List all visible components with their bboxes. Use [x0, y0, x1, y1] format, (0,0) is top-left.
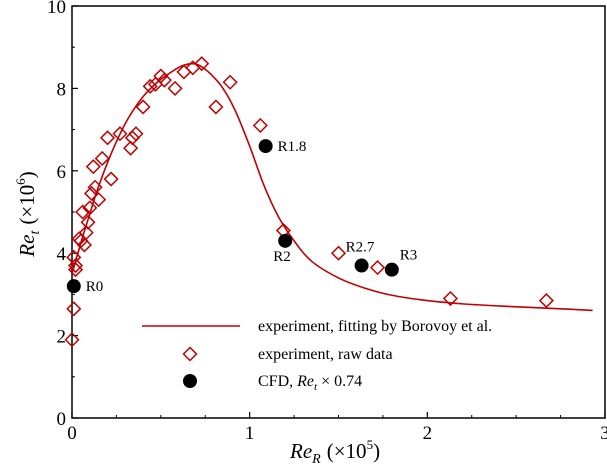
raw-data-point: [64, 332, 80, 348]
x-axis-symbol: Re: [289, 439, 312, 463]
cfd-data-layer: R0 R1.8 R2 R2.7 R3: [66, 139, 418, 295]
raw-data-point: [67, 257, 84, 274]
raw-data-point: [370, 260, 386, 276]
raw-data-point: [330, 245, 347, 261]
x-axis-close: ): [373, 439, 380, 463]
y-tick-label: 0: [57, 409, 67, 430]
legend-label-cfd: CFD, Ret × 0.74: [258, 373, 362, 393]
legend: experiment, fitting by Borovoy et al. exp…: [142, 318, 492, 393]
x-axis-exponent: 5: [367, 437, 374, 452]
raw-data-point: [91, 192, 107, 208]
raw-data-point: [78, 225, 94, 241]
y-tick-label: 8: [57, 79, 67, 100]
cfd-data-point: [278, 233, 293, 248]
legend-label-raw: experiment, raw data: [258, 346, 393, 363]
axes: 0 1 2 3 0 2 4 6 8 10: [47, 0, 607, 444]
raw-data-point: [222, 74, 238, 90]
raw-data-point: [442, 290, 458, 307]
x-axis-title: ReR (×105): [289, 437, 380, 467]
x-tick-label: 2: [423, 423, 433, 444]
raw-data-point: [194, 56, 210, 72]
cfd-data-point: [354, 258, 369, 273]
cfd-point-label: R2: [273, 249, 291, 265]
y-axis-exponent: 6: [13, 178, 28, 185]
raw-data-point: [208, 99, 224, 115]
raw-data-point: [103, 171, 119, 187]
legend-diamond-swatch: [182, 346, 198, 362]
raw-data-point: [76, 237, 92, 253]
y-axis-factor: (×10: [15, 185, 39, 225]
raw-data-point: [123, 140, 139, 156]
cfd-point-label: R0: [86, 279, 104, 295]
raw-data-point: [82, 200, 98, 216]
axis-titles: ReR (×105)Ret(×106): [13, 171, 380, 467]
cfd-data-point: [66, 279, 81, 294]
legend-cfd-prefix: CFD,: [258, 373, 297, 390]
x-axis-factor: (×10: [327, 439, 367, 463]
raw-data-layer: [64, 56, 554, 348]
raw-data-point: [156, 72, 172, 88]
raw-data-point: [67, 262, 84, 278]
raw-data-point: [124, 130, 140, 146]
raw-data-point: [66, 301, 82, 317]
cfd-data-point: [258, 139, 273, 154]
y-axis-symbol: Re: [15, 235, 39, 258]
raw-data-point: [112, 126, 128, 142]
raw-data-point: [128, 126, 144, 142]
y-axis-close: ): [15, 171, 39, 178]
raw-data-point: [87, 179, 103, 195]
raw-data-point: [252, 117, 268, 134]
raw-data-point: [80, 214, 96, 230]
raw-data-point: [142, 78, 158, 94]
y-tick-label: 6: [57, 162, 67, 183]
legend-label-fitting: experiment, fitting by Borovoy et al.: [258, 318, 492, 335]
raw-data-point: [75, 204, 91, 220]
cfd-data-point: [384, 262, 399, 277]
x-tick-label: 0: [67, 423, 77, 444]
y-tick-label: 10: [47, 0, 66, 18]
raw-data-point: [66, 249, 82, 265]
legend-cfd-symbol: Re: [296, 373, 314, 390]
cfd-point-label: R3: [400, 248, 418, 264]
x-tick-label: 3: [600, 423, 607, 444]
y-axis-subscript: t: [28, 230, 43, 235]
x-axis-subscript: R: [311, 452, 321, 467]
legend-cfd-suffix: × 0.74: [317, 373, 362, 390]
fitting-curve-layer: [71, 62, 593, 312]
raw-data-point: [99, 130, 116, 146]
fitting-curve-line: [71, 62, 593, 312]
cfd-point-label: R2.7: [346, 240, 375, 256]
legend-dot-swatch: [183, 374, 197, 388]
y-tick-label: 2: [57, 327, 67, 348]
raw-data-point: [167, 80, 183, 96]
y-axis-title: Ret (×106): [13, 171, 43, 257]
legend-cfd-subscript: t: [314, 381, 318, 393]
y-tick-label: 4: [57, 244, 67, 265]
x-tick-label: 1: [245, 423, 255, 444]
raw-data-point: [135, 99, 151, 115]
raw-data-point: [85, 159, 101, 175]
raw-data-point: [94, 150, 110, 167]
cfd-point-label: R1.8: [278, 139, 307, 155]
raw-data-point: [538, 293, 554, 309]
